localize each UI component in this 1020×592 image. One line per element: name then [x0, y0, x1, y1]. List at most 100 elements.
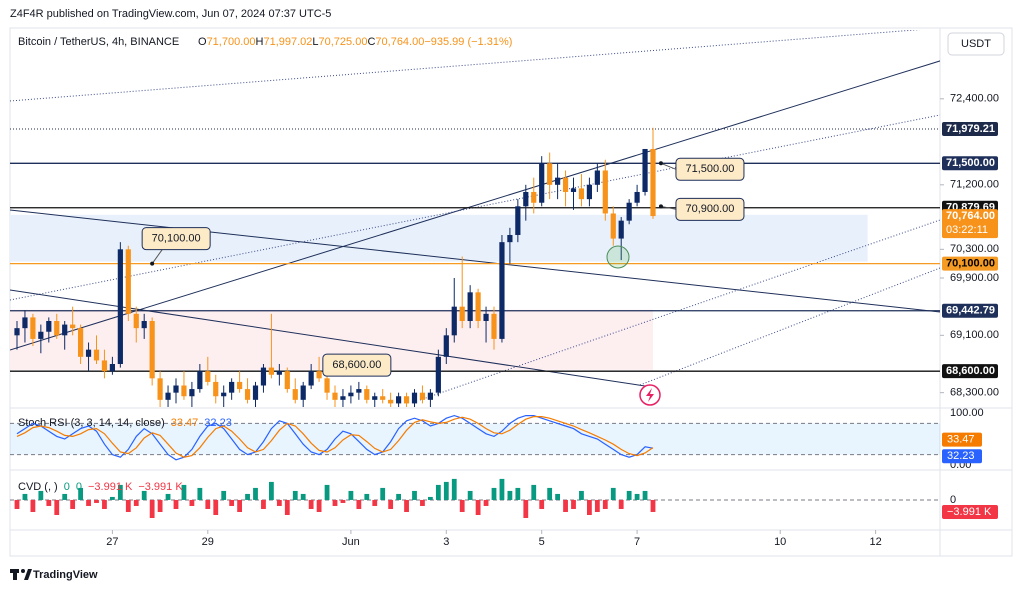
- indicator-title: CVD (, ): [18, 481, 58, 493]
- candle-body: [133, 313, 139, 329]
- cvd-bar: [499, 478, 505, 500]
- level-label: 70,100.00: [946, 258, 995, 270]
- ohlc-key: L: [312, 36, 318, 48]
- candle-body: [38, 331, 44, 339]
- trend-line: [10, 30, 921, 102]
- value-label: 32.23: [947, 450, 975, 462]
- event-icon-bolt: [646, 388, 654, 402]
- callout-pointer: [151, 249, 163, 264]
- candle-body: [157, 378, 163, 400]
- candle-body: [539, 163, 545, 203]
- candle-body: [109, 363, 115, 372]
- candle-body: [570, 188, 577, 192]
- cvd-bar: [181, 484, 187, 500]
- cvd-bar: [165, 493, 171, 500]
- cvd-bar: [284, 499, 290, 515]
- trend-line: [10, 209, 940, 313]
- currency-button[interactable]: [947, 32, 1005, 56]
- candle-body: [308, 371, 314, 386]
- zone: [10, 214, 868, 262]
- cvd-bar: [316, 499, 322, 512]
- currency: USDT: [961, 38, 991, 50]
- legend-value: −3.991 K: [88, 481, 133, 493]
- candle-body: [523, 191, 529, 207]
- stoch-line: [16, 416, 654, 458]
- legend-value: 0: [64, 481, 70, 493]
- candle-body: [443, 335, 449, 357]
- callout-box: [675, 197, 745, 221]
- cvd-bar: [276, 499, 282, 506]
- callout-pointer: [660, 205, 677, 210]
- x-tick-label: Jun: [342, 536, 360, 548]
- cvd-bar: [149, 499, 155, 519]
- candles: [14, 127, 656, 407]
- candle-body: [78, 328, 84, 357]
- candle-body: [555, 177, 561, 185]
- candle-body: [356, 389, 362, 393]
- level-label: 71,979.21: [946, 123, 995, 135]
- cvd-bar: [157, 499, 163, 512]
- candle-body: [642, 148, 648, 192]
- candle-body: [46, 320, 52, 332]
- ohlc-key: C: [367, 36, 375, 48]
- cvd-bar: [245, 493, 250, 500]
- overlay: O71,700.00H71,997.02L70,725.00C70,764.00…: [10, 36, 999, 548]
- candle-body: [30, 317, 36, 339]
- cvd-bar: [189, 499, 195, 506]
- callout-text: 70,900.00: [685, 203, 734, 215]
- cvd-bar: [237, 499, 242, 512]
- stoch-band: [10, 423, 940, 455]
- candle-body: [491, 313, 497, 339]
- indicator-title: Stoch RSI (3, 3, 14, 14, close): [18, 417, 165, 429]
- ohlc-key: O: [198, 36, 207, 48]
- cvd-bar: [78, 487, 83, 500]
- cvd-bar: [459, 499, 465, 512]
- y-tick-label: 69,900.00: [950, 272, 999, 284]
- candle-body: [221, 392, 227, 397]
- cvd-bar: [372, 499, 378, 506]
- x-tick-label: 7: [634, 536, 640, 548]
- value-label-bg: [942, 504, 998, 519]
- candle-body: [475, 292, 481, 321]
- publisher: Z4F4R published on TradingView.com, Jun …: [10, 8, 331, 20]
- candle-body: [507, 234, 513, 243]
- cvd-bar: [14, 499, 20, 509]
- ohlc-value: 71,997.02: [263, 36, 312, 48]
- candle-body: [276, 371, 282, 375]
- brand: TradingView: [33, 569, 98, 581]
- value-label-bg: [942, 432, 982, 447]
- candle-body: [149, 320, 155, 379]
- x-tick-label: 10: [774, 536, 786, 548]
- candle-body: [348, 392, 354, 397]
- candle-body: [626, 202, 632, 221]
- value-label-bg: [942, 449, 982, 464]
- cvd-bar: [396, 493, 401, 500]
- candle-body: [284, 371, 290, 390]
- symbol-title: Bitcoin / TetherUS, 4h, BINANCE: [18, 36, 179, 48]
- change: −935.99 (−1.31%): [424, 36, 512, 48]
- frame: [9, 27, 1013, 557]
- cvd-bar: [94, 499, 99, 503]
- cvd-bar: [340, 499, 346, 503]
- cvd-bar: [523, 499, 529, 519]
- x-tick-label: 3: [443, 536, 449, 548]
- cvd-bar: [38, 490, 44, 500]
- marker-circle: [606, 245, 630, 269]
- logo-part: [24, 569, 32, 580]
- cvd-bar: [626, 490, 632, 500]
- cvd-bar: [507, 490, 513, 500]
- cvd-bar: [483, 499, 489, 506]
- candle-body: [515, 206, 521, 235]
- candle-body: [586, 184, 592, 200]
- logo-part: [21, 569, 25, 573]
- cvd-bar: [587, 499, 592, 515]
- cvd-bar: [261, 499, 266, 509]
- candle-body: [340, 396, 346, 400]
- indicator-legend: CVD (, ) 0 0 −3.991 K −3.991 K: [18, 481, 183, 493]
- cvd-bar: [364, 493, 370, 500]
- cvd-bar: [412, 490, 417, 500]
- candle-body: [229, 381, 235, 393]
- candle-body: [197, 371, 203, 390]
- cvd-bar: [467, 490, 473, 500]
